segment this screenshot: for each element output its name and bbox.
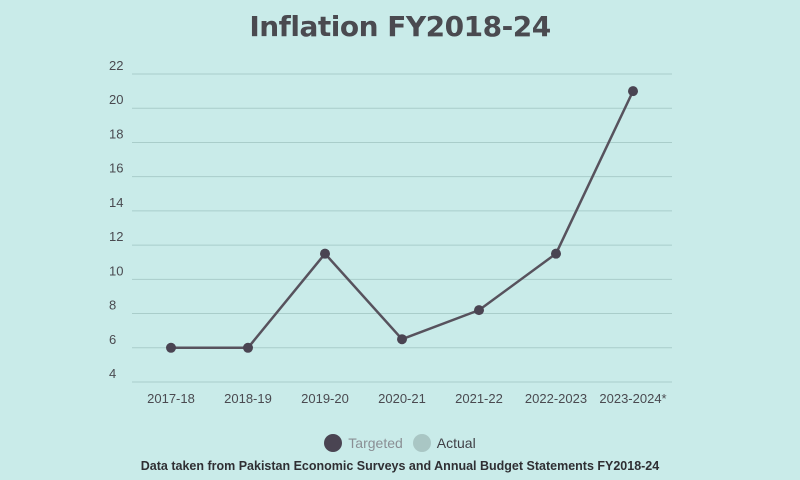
data-point[interactable] xyxy=(551,248,561,259)
x-tick-label: 2023-2024* xyxy=(599,391,666,406)
legend-item-targeted[interactable]: Targeted xyxy=(324,434,403,452)
y-axis-ticks: 4 6 8 10 12 14 16 18 20 22 xyxy=(109,58,123,381)
series-lines xyxy=(171,90,635,350)
legend-item-actual[interactable]: Actual xyxy=(412,434,476,452)
x-tick-label: 2019-20 xyxy=(301,391,349,406)
x-tick-label: 2018-19 xyxy=(224,391,272,406)
y-tick-label: 8 xyxy=(109,298,116,313)
x-tick-label: 2017-18 xyxy=(147,391,195,406)
series-line-targeted xyxy=(171,90,635,350)
data-point[interactable] xyxy=(628,86,638,97)
legend-label-actual: Actual xyxy=(436,435,476,451)
legend-dot-actual xyxy=(412,434,431,452)
legend-label-targeted: Targeted xyxy=(348,435,403,451)
y-tick-label: 20 xyxy=(109,92,123,107)
data-point[interactable] xyxy=(397,334,407,345)
data-point[interactable] xyxy=(474,305,484,316)
x-tick-label: 2020-21 xyxy=(378,391,426,406)
y-tick-label: 18 xyxy=(109,126,123,141)
y-tick-label: 10 xyxy=(109,263,123,278)
x-tick-label: 2021-22 xyxy=(455,391,503,406)
data-point[interactable] xyxy=(320,248,330,259)
data-point[interactable] xyxy=(243,342,253,353)
y-tick-label: 6 xyxy=(109,332,116,347)
y-tick-label: 4 xyxy=(109,366,116,381)
y-tick-label: 12 xyxy=(109,229,123,244)
series-points xyxy=(166,86,638,353)
source-note: Data taken from Pakistan Economic Survey… xyxy=(140,459,660,473)
legend: Targeted Actual xyxy=(0,434,800,452)
y-tick-label: 22 xyxy=(109,58,123,73)
x-axis-ticks: 2017-18 2018-19 2019-20 2020-21 2021-22 2022-… xyxy=(147,391,666,406)
x-tick-label: 2022-2023 xyxy=(525,391,587,406)
legend-dot-targeted xyxy=(324,434,343,452)
grid-lines xyxy=(132,73,672,383)
y-tick-label: 16 xyxy=(109,161,123,176)
chart-title: Inflation FY2018-24 xyxy=(249,10,551,43)
y-tick-label: 14 xyxy=(109,195,123,210)
data-point[interactable] xyxy=(166,342,176,353)
